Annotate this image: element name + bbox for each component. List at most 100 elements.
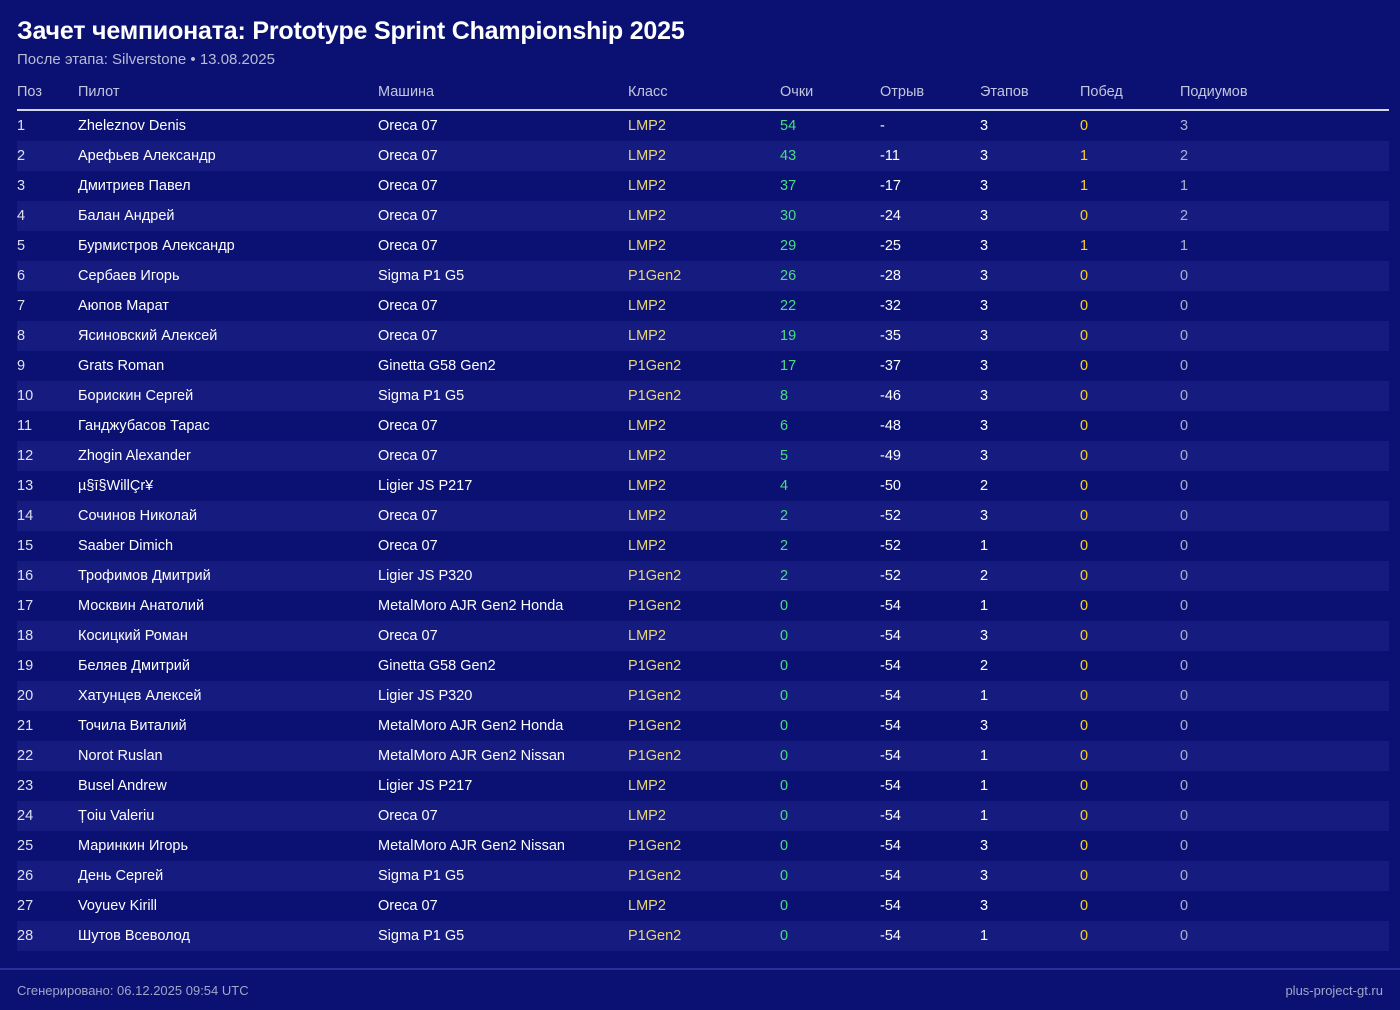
table-row[interactable]: 23 Busel Andrew Ligier JS P217 LMP2 0 -54 1 0 0 (17, 771, 1389, 801)
cell-rounds: 1 (980, 778, 989, 794)
cell-wins: 0 (1080, 748, 1089, 764)
cell-class: LMP2 (628, 298, 666, 314)
cell-rounds: 3 (980, 868, 989, 884)
cell-position: 25 (17, 838, 34, 854)
cell-class: LMP2 (628, 508, 666, 524)
cell-podiums: 0 (1180, 568, 1189, 584)
cell-class: LMP2 (628, 538, 666, 554)
column-header-driver[interactable]: Пилот (78, 84, 378, 111)
cell-podiums: 0 (1180, 508, 1189, 524)
cell-podiums: 0 (1180, 748, 1189, 764)
table-row[interactable]: 8 Ясиновский Алексей Oreca 07 LMP2 19 -35 3 0 0 (17, 321, 1389, 351)
table-row[interactable]: 20 Хатунцев Алексей Ligier JS P320 P1Gen2 0 -… (17, 681, 1389, 711)
cell-wins: 1 (1080, 148, 1089, 164)
column-header-podiums[interactable]: Подиумов (1180, 84, 1389, 111)
cell-driver: Косицкий Роман (78, 628, 188, 644)
cell-wins: 0 (1080, 688, 1089, 704)
table-row[interactable]: 1 Zheleznov Denis Oreca 07 LMP2 54 - 3 0 3 (17, 110, 1389, 141)
table-row[interactable]: 7 Аюпов Марат Oreca 07 LMP2 22 -32 3 0 0 (17, 291, 1389, 321)
column-header-class[interactable]: Класс (628, 84, 780, 111)
column-header-points[interactable]: Очки (780, 84, 880, 111)
cell-car: Sigma P1 G5 (378, 928, 465, 944)
table-row[interactable]: 18 Косицкий Роман Oreca 07 LMP2 0 -54 3 0 0 (17, 621, 1389, 651)
cell-podiums: 0 (1180, 628, 1189, 644)
cell-driver: Борискин Сергей (78, 388, 194, 404)
table-row[interactable]: 19 Беляев Дмитрий Ginetta G58 Gen2 P1Gen2 0 -… (17, 651, 1389, 681)
cell-wins: 1 (1080, 178, 1089, 194)
cell-podiums: 0 (1180, 898, 1189, 914)
cell-driver: Grats Roman (78, 358, 165, 374)
cell-position: 6 (17, 268, 26, 284)
cell-gap: -54 (880, 658, 901, 674)
table-row[interactable]: 15 Saaber Dimich Oreca 07 LMP2 2 -52 1 0 0 (17, 531, 1389, 561)
table-row[interactable]: 21 Точила Виталий MetalMoro AJR Gen2 Honda… (17, 711, 1389, 741)
cell-points: 6 (780, 418, 789, 434)
cell-wins: 1 (1080, 238, 1089, 254)
cell-position: 11 (17, 418, 33, 434)
table-row[interactable]: 11 Ганджубасов Тарас Oreca 07 LMP2 6 -48 3 0 0 (17, 411, 1389, 441)
table-row[interactable]: 5 Бурмистров Александр Oreca 07 LMP2 29 -25 3 1… (17, 231, 1389, 261)
page-footer: Сгенерировано: 06.12.2025 09:54 UTC plus… (0, 968, 1400, 1010)
cell-wins: 0 (1080, 568, 1089, 584)
cell-points: 0 (780, 688, 789, 704)
cell-class: P1Gen2 (628, 688, 682, 704)
table-row[interactable]: 17 Москвин Анатолий MetalMoro AJR Gen2 Hon… (17, 591, 1389, 621)
cell-car: Oreca 07 (378, 178, 438, 194)
cell-class: P1Gen2 (628, 928, 682, 944)
cell-class: LMP2 (628, 808, 666, 824)
cell-wins: 0 (1080, 718, 1089, 734)
column-header-position[interactable]: Поз (17, 84, 78, 111)
table-row[interactable]: 22 Norot Ruslan MetalMoro AJR Gen2 Nissan P… (17, 741, 1389, 771)
cell-podiums: 0 (1180, 868, 1189, 884)
table-row[interactable]: 6 Сербаев Игорь Sigma P1 G5 P1Gen2 26 -28 3 0 0 (17, 261, 1389, 291)
cell-rounds: 1 (980, 748, 989, 764)
cell-class: LMP2 (628, 208, 666, 224)
table-row[interactable]: 9 Grats Roman Ginetta G58 Gen2 P1Gen2 17 -37 3… (17, 351, 1389, 381)
cell-driver: Москвин Анатолий (78, 598, 205, 614)
table-row[interactable]: 14 Сочинов Николай Oreca 07 LMP2 2 -52 3 0 0 (17, 501, 1389, 531)
cell-class: P1Gen2 (628, 598, 682, 614)
cell-podiums: 0 (1180, 328, 1189, 344)
table-row[interactable]: 3 Дмитриев Павел Oreca 07 LMP2 37 -17 3 1 1 (17, 171, 1389, 201)
cell-class: P1Gen2 (628, 658, 682, 674)
cell-driver: Busel Andrew (78, 778, 167, 794)
standings-table: Поз Пилот Машина Класс Очки Отрыв Этапов… (17, 84, 1389, 951)
column-header-gap[interactable]: Отрыв (880, 84, 980, 111)
column-header-car[interactable]: Машина (378, 84, 628, 111)
cell-car: Ginetta G58 Gen2 (378, 358, 496, 374)
cell-rounds: 3 (980, 328, 989, 344)
table-row[interactable]: 26 День Сергей Sigma P1 G5 P1Gen2 0 -54 3 0 0 (17, 861, 1389, 891)
table-row[interactable]: 13 µ§ī§WillÇr¥ Ligier JS P217 LMP2 4 -50 2 0 0 (17, 471, 1389, 501)
table-row[interactable]: 25 Маринкин Игорь MetalMoro AJR Gen2 Nissa… (17, 831, 1389, 861)
column-header-wins[interactable]: Побед (1080, 84, 1180, 111)
cell-car: MetalMoro AJR Gen2 Honda (378, 598, 564, 614)
cell-car: MetalMoro AJR Gen2 Nissan (378, 838, 565, 854)
cell-podiums: 0 (1180, 478, 1189, 494)
table-row[interactable]: 4 Балан Андрей Oreca 07 LMP2 30 -24 3 0 2 (17, 201, 1389, 231)
table-row[interactable]: 28 Шутов Всеволод Sigma P1 G5 P1Gen2 0 -54 1 0 0 (17, 921, 1389, 951)
cell-gap: -54 (880, 748, 901, 764)
cell-driver: Беляев Дмитрий (78, 658, 190, 674)
cell-position: 13 (17, 478, 34, 494)
column-header-rounds[interactable]: Этапов (980, 84, 1080, 111)
cell-podiums: 1 (1180, 238, 1189, 254)
cell-gap: -46 (880, 388, 901, 404)
table-row[interactable]: 24 Țoiu Valeriu Oreca 07 LMP2 0 -54 1 0 0 (17, 801, 1389, 831)
cell-wins: 0 (1080, 478, 1089, 494)
cell-car: Sigma P1 G5 (378, 268, 465, 284)
cell-class: LMP2 (628, 118, 666, 134)
table-row[interactable]: 16 Трофимов Дмитрий Ligier JS P320 P1Gen2 2 -… (17, 561, 1389, 591)
cell-driver: Балан Андрей (78, 208, 175, 224)
cell-class: LMP2 (628, 628, 666, 644)
cell-rounds: 3 (980, 148, 989, 164)
table-row[interactable]: 27 Voyuev Kirill Oreca 07 LMP2 0 -54 3 0 0 (17, 891, 1389, 921)
cell-wins: 0 (1080, 388, 1089, 404)
table-row[interactable]: 10 Борискин Сергей Sigma P1 G5 P1Gen2 8 -46 3 0… (17, 381, 1389, 411)
cell-car: MetalMoro AJR Gen2 Honda (378, 718, 564, 734)
table-row[interactable]: 12 Zhogin Alexander Oreca 07 LMP2 5 -49 3 0 0 (17, 441, 1389, 471)
table-row[interactable]: 2 Арефьев Александр Oreca 07 LMP2 43 -11 3 1 2 (17, 141, 1389, 171)
cell-position: 24 (17, 808, 34, 824)
cell-wins: 0 (1080, 358, 1089, 374)
cell-driver: Дмитриев Павел (78, 178, 191, 194)
